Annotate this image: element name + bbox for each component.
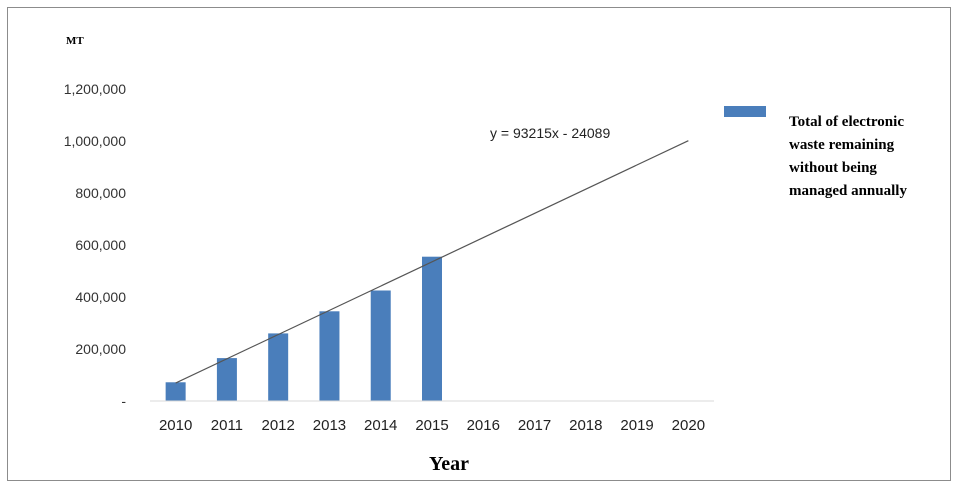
chart-frame: MT - 200,000 400,000 600,000 800,000 1,000,00… xyxy=(7,7,951,481)
bar-2011 xyxy=(216,358,237,401)
unit-label: MT xyxy=(66,35,84,47)
bar-2014 xyxy=(370,290,391,401)
x-tick-label: 2012 xyxy=(261,417,294,434)
bar-2012 xyxy=(268,333,289,401)
legend-label: without being xyxy=(789,160,877,176)
legend-swatch xyxy=(724,106,766,117)
x-tick-label: 2020 xyxy=(672,417,705,434)
x-axis-title: Year xyxy=(429,453,469,475)
bar-2015 xyxy=(422,256,442,401)
x-tick-label: 2014 xyxy=(364,417,397,434)
x-tick-label: 2019 xyxy=(620,417,653,434)
x-tick-label: 2013 xyxy=(313,417,346,434)
bar-2010 xyxy=(165,382,186,401)
legend-label: waste remaining xyxy=(789,137,895,153)
x-tick-label: 2016 xyxy=(467,417,500,434)
legend: Total of electronic waste remaining withou… xyxy=(724,106,907,199)
y-tick-label: 800,000 xyxy=(75,185,126,201)
y-tick-label: 1,000,000 xyxy=(64,133,126,149)
x-tick-label: 2017 xyxy=(518,417,551,434)
y-tick-label: 400,000 xyxy=(75,289,126,305)
x-tick-label: 2015 xyxy=(415,417,448,434)
y-tick-label: 1,200,000 xyxy=(64,81,126,97)
x-tick-label: 2011 xyxy=(211,417,243,434)
x-tick-label: 2018 xyxy=(569,417,602,434)
bar-2013 xyxy=(319,311,340,401)
y-axis-ticks: - 200,000 400,000 600,000 800,000 1,000,000 1,… xyxy=(64,81,127,409)
trendline-equation: y = 93215x - 24089 xyxy=(490,125,610,141)
y-tick-label: - xyxy=(121,393,126,409)
y-tick-label: 600,000 xyxy=(75,237,126,253)
bar-chart: MT - 200,000 400,000 600,000 800,000 1,000,00… xyxy=(64,35,908,475)
y-tick-label: 200,000 xyxy=(75,341,126,357)
trendline-path xyxy=(175,140,689,384)
x-tick-label: 2010 xyxy=(159,417,192,434)
legend-label: managed annually xyxy=(789,183,907,199)
trendline xyxy=(175,140,689,384)
legend-label: Total of electronic xyxy=(789,114,904,130)
bars xyxy=(165,256,442,401)
x-axis-ticks: 2010 2011 2012 2013 2014 2015 2016 2017 2018 2019… xyxy=(159,417,705,434)
